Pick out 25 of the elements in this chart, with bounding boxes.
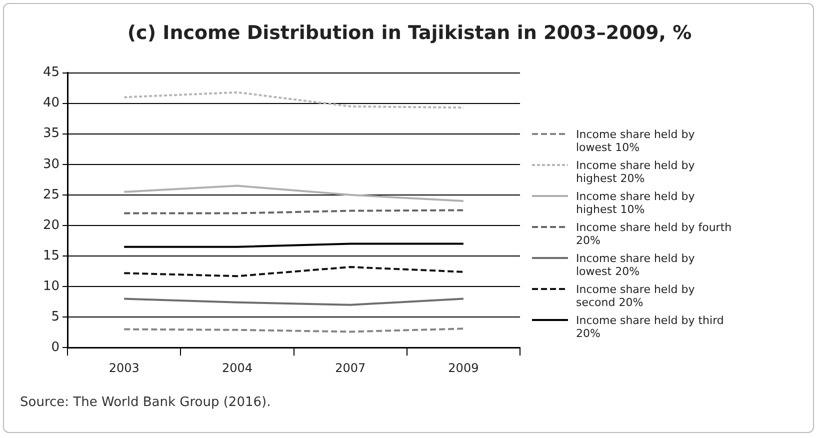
line-series — [123, 91, 464, 109]
y-tick-label: 30 — [42, 156, 60, 172]
line-series — [123, 266, 464, 278]
legend-label: Income share held by fourth 20% — [576, 221, 732, 247]
legend-label: Income share held by second 20% — [576, 283, 696, 309]
y-tick-label: 0 — [51, 340, 60, 355]
legend-label: Income share held by highest 20% — [576, 159, 696, 185]
chart-title: (c) Income Distribution in Tajikistan in 2003–2009, % — [126, 22, 693, 44]
source-note: Source: The World Bank Group (2016). — [20, 395, 271, 410]
y-tick-label: 40 — [42, 96, 60, 111]
legend-label: Income share held by lowest 10% — [576, 128, 696, 154]
y-tick-label: 20 — [42, 218, 60, 233]
y-tick-label: 10 — [42, 278, 60, 294]
legend-label: Income share held by lowest 20% — [576, 252, 696, 278]
y-tick-label: 25 — [42, 187, 60, 202]
x-tick-label: 2003 — [108, 360, 140, 375]
y-tick-label: 45 — [42, 65, 60, 80]
y-tick-label: 15 — [42, 248, 60, 264]
y-tick-label: 35 — [42, 126, 60, 142]
legend-label: Income share held by highest 10% — [576, 190, 696, 216]
x-tick-label: 2004 — [222, 360, 252, 375]
x-tick-label: 2009 — [448, 360, 479, 375]
x-tick-label: 2007 — [335, 360, 366, 375]
legend-label: Income share held by third 20% — [576, 314, 725, 340]
y-tick-label: 5 — [51, 309, 60, 324]
